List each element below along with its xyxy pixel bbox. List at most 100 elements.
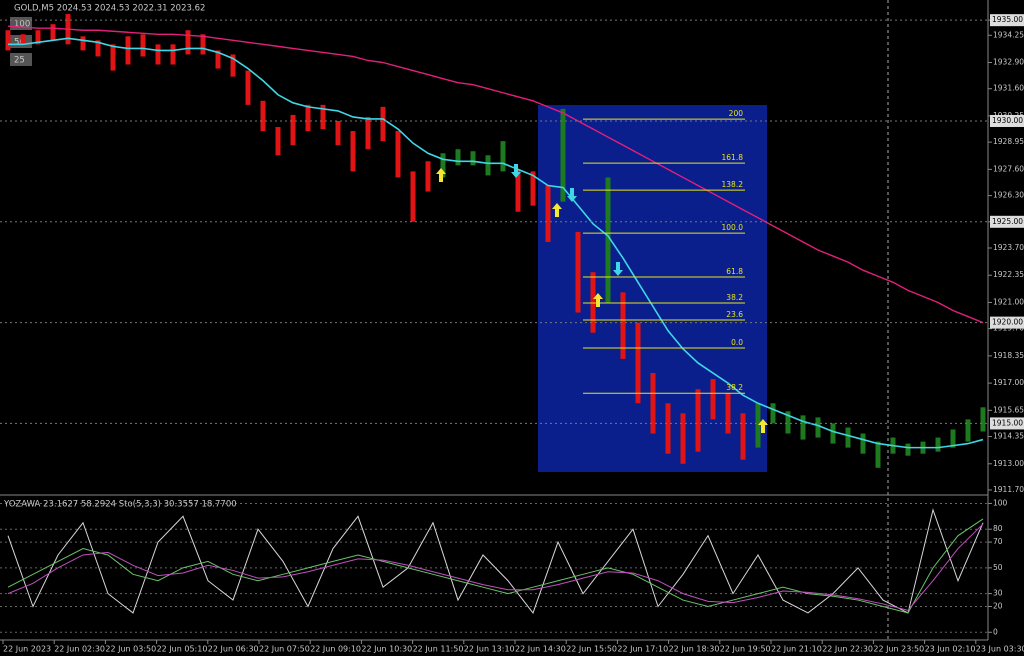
fib-label: 161.8 [722, 153, 744, 162]
y-tick-label: 80 [993, 524, 1003, 533]
price-bar [785, 411, 791, 434]
x-tick-label: 22 Jun 22:30 [822, 645, 873, 654]
price-bar [695, 389, 701, 452]
corner-label: 50 [14, 38, 25, 48]
y-tick-label: 1926.30 [993, 191, 1024, 200]
price-bar [605, 177, 611, 303]
price-bar [185, 30, 191, 55]
price-bar [245, 70, 251, 105]
indicator-line [7, 523, 984, 611]
price-bar [575, 231, 581, 313]
y-tick-label: 1915.65 [993, 405, 1024, 414]
price-bar [200, 34, 206, 55]
price-bar [740, 413, 746, 460]
price-bar [545, 185, 551, 242]
chart-title: GOLD,M5 2024.53 2024.53 2022.31 2023.62 [14, 4, 205, 14]
y-tick-label: 50 [993, 563, 1003, 572]
y-tick-label: 1928.95 [993, 137, 1024, 146]
y-tick-label: 20 [993, 602, 1003, 611]
arrow-down [511, 164, 521, 178]
price-bar [335, 120, 341, 146]
y-tick-label: 1923.70 [993, 243, 1024, 252]
x-tick-label: 22 Jun 19:50 [720, 645, 771, 654]
price-bar [710, 379, 716, 420]
x-tick-label: 22 Jun 15:50 [566, 645, 617, 654]
arrow-up [552, 203, 562, 217]
arrow-down [567, 188, 577, 202]
price-bar [290, 114, 296, 146]
price-bar [830, 423, 836, 444]
price-bar [260, 100, 266, 132]
price-bar [980, 407, 986, 432]
price-bar [725, 393, 731, 434]
price-bar [770, 403, 776, 424]
price-bar [380, 106, 386, 142]
x-tick-label: 22 Jun 2023 [3, 645, 51, 654]
price-bar [875, 441, 881, 468]
price-bar [35, 30, 41, 45]
fib-label: 61.8 [726, 267, 743, 276]
y-tick-label: 30 [993, 589, 1003, 598]
price-bar [215, 50, 221, 69]
level-box [990, 114, 1024, 127]
price-bar [410, 171, 416, 222]
arrow-up [758, 419, 768, 433]
price-bar [680, 413, 686, 464]
price-bar [620, 292, 626, 359]
price-bar [635, 322, 641, 404]
price-bar [20, 34, 26, 45]
y-tick-label: 1921.00 [993, 297, 1024, 306]
x-tick-label: 22 Jun 06:30 [208, 645, 259, 654]
moving-average [8, 37, 984, 449]
y-tick-label: 1931.60 [993, 84, 1024, 93]
fib-label: 0.0 [731, 338, 743, 347]
price-bar [140, 34, 146, 57]
price-bar [590, 272, 596, 333]
fib-label: 38.2 [726, 383, 743, 392]
indicator-line [7, 508, 984, 614]
price-bar [800, 415, 806, 440]
y-tick-label: 1934.25 [993, 30, 1024, 39]
arrow-up [593, 293, 603, 307]
fib-label: 38.2 [726, 293, 743, 302]
indicator-title: YOZAWA 23.1627 58.2924 Sto(5,3,3) 30.355… [3, 500, 237, 510]
price-bar [365, 116, 371, 150]
corner-label: 25 [14, 56, 25, 66]
level-box [990, 417, 1024, 430]
price-bar [905, 443, 911, 456]
price-bar [755, 403, 761, 448]
price-bar [95, 40, 101, 57]
price-bar [485, 155, 491, 176]
fib-label: 200 [729, 109, 744, 118]
x-tick-label: 23 Jun 02:10 [925, 645, 976, 654]
price-bar [395, 131, 401, 178]
x-tick-label: 22 Jun 10:30 [361, 645, 412, 654]
price-bar [665, 403, 671, 454]
y-tick-label: 1914.35 [993, 432, 1024, 441]
x-tick-label: 22 Jun 13:10 [464, 645, 515, 654]
y-tick-label: 1922.35 [993, 270, 1024, 279]
x-tick-label: 22 Jun 14:30 [515, 645, 566, 654]
level-label: 1915.00 [992, 418, 1023, 427]
price-bar [50, 24, 56, 41]
y-tick-label: 1927.60 [993, 164, 1024, 173]
price-bar [170, 44, 176, 65]
level-box [990, 316, 1024, 329]
price-bar [650, 373, 656, 434]
corner-label: 100 [14, 20, 30, 30]
level-label: 1920.00 [992, 318, 1023, 327]
moving-average [7, 25, 984, 324]
price-bar [470, 151, 476, 166]
price-bar [350, 131, 356, 172]
level-label: 1930.00 [992, 116, 1023, 125]
fib-label: 100.0 [722, 223, 744, 232]
fib-label: 23.6 [726, 310, 743, 319]
price-bar [950, 429, 956, 448]
price-bar [275, 127, 281, 156]
price-bar [845, 427, 851, 448]
x-tick-label: 22 Jun 11:50 [413, 645, 464, 654]
price-bar [110, 44, 116, 71]
price-bar [125, 36, 131, 65]
y-tick-label: 0 [993, 627, 998, 636]
